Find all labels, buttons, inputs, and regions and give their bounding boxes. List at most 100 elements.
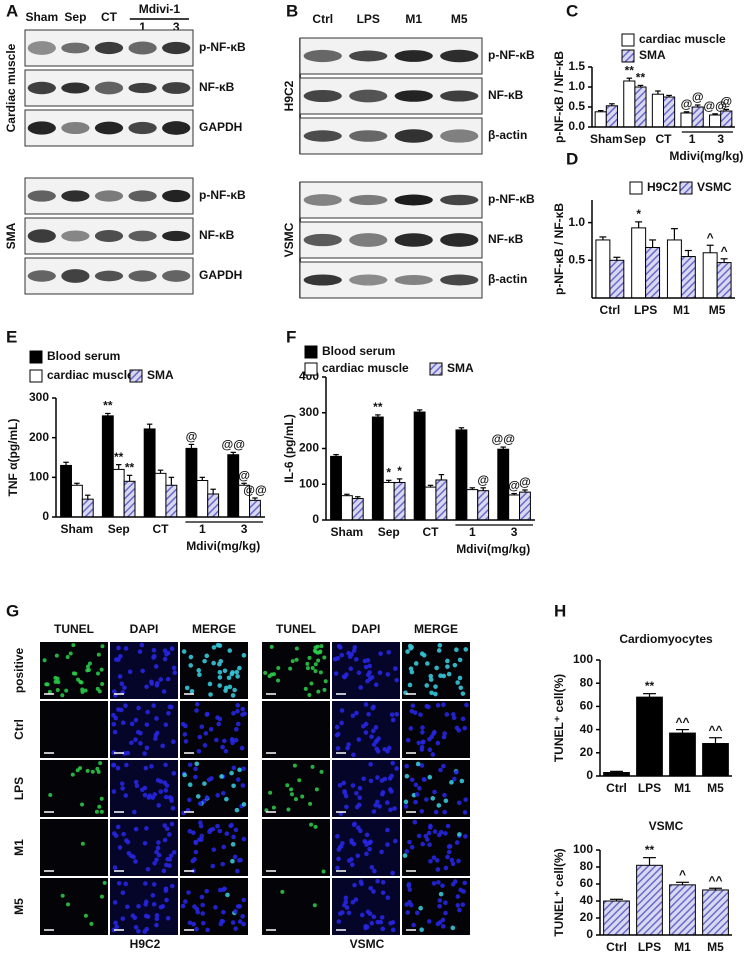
error-bar	[74, 482, 80, 486]
nucleus	[167, 832, 172, 837]
error-bar	[522, 489, 528, 493]
bar	[716, 262, 732, 299]
nucleus	[445, 664, 450, 669]
nucleus	[99, 894, 104, 899]
nucleus	[456, 800, 462, 806]
error-bar	[635, 221, 643, 228]
bar	[669, 732, 696, 777]
nucleus	[68, 651, 73, 656]
micrograph	[332, 701, 400, 758]
nucleus	[229, 770, 234, 776]
nucleus	[85, 768, 90, 773]
error-bar	[613, 256, 621, 261]
nucleus	[427, 747, 433, 753]
blot-band	[303, 49, 342, 63]
nucleus	[112, 900, 118, 905]
micrograph	[40, 642, 108, 699]
nucleus	[205, 927, 210, 933]
nucleus	[460, 716, 466, 722]
blot-band	[94, 190, 124, 202]
nucleus	[230, 858, 235, 864]
lane-label: LPS	[357, 12, 380, 26]
nucleus	[213, 905, 218, 910]
y-tick-label: 20	[580, 745, 594, 759]
nucleus	[435, 867, 441, 872]
micrograph	[262, 760, 330, 817]
nucleus	[111, 762, 117, 768]
nucleus	[210, 863, 216, 869]
nucleus	[220, 919, 226, 924]
nucleus	[206, 777, 212, 782]
bar	[112, 468, 125, 518]
nucleus	[387, 776, 393, 781]
significance-marker: @	[186, 430, 198, 444]
legend-swatch	[621, 33, 635, 47]
panel-label: B	[286, 1, 298, 20]
band-label: NF-κB	[488, 232, 524, 246]
y-tick-label: 100	[29, 470, 49, 484]
panel-label: E	[6, 327, 17, 346]
nucleus	[385, 842, 390, 847]
significance-marker: @	[508, 479, 520, 493]
nucleus	[241, 921, 246, 927]
significance-marker: ^	[721, 244, 728, 258]
nucleus	[337, 782, 343, 788]
nucleus	[418, 712, 423, 717]
error-bar	[469, 487, 476, 490]
nucleus	[142, 751, 147, 756]
nucleus	[456, 858, 461, 864]
x-tick-label: 1	[689, 132, 696, 146]
error-bar	[230, 451, 236, 455]
nucleus	[350, 783, 356, 788]
nucleus	[163, 788, 169, 793]
nucleus	[227, 684, 233, 690]
nucleus	[133, 779, 139, 785]
nucleus	[313, 669, 318, 674]
nucleus	[70, 772, 75, 777]
nucleus	[312, 648, 317, 653]
nucleus	[405, 737, 411, 743]
nucleus	[432, 829, 438, 834]
nucleus	[202, 743, 208, 748]
micrograph	[262, 642, 330, 699]
nucleus	[194, 926, 199, 932]
nucleus	[196, 748, 202, 754]
nucleus	[197, 837, 202, 842]
nucleus	[230, 740, 235, 746]
nucleus	[65, 654, 70, 659]
nucleus	[226, 675, 232, 681]
nucleus	[235, 674, 240, 679]
error-bar	[670, 228, 678, 240]
nucleus	[459, 778, 465, 784]
band-label: NF-κB	[488, 88, 524, 102]
nucleus	[154, 913, 160, 918]
nucleus	[95, 671, 100, 676]
x-tick-label: Ctrl	[600, 303, 621, 317]
nucleus	[363, 702, 369, 707]
nucleus	[171, 771, 177, 776]
bar	[645, 246, 661, 299]
micrograph-bg	[40, 701, 108, 758]
y-axis-label: TUNEL⁺ cell(%)	[552, 848, 566, 936]
micrograph	[402, 760, 470, 817]
nucleus	[160, 743, 165, 749]
nucleus	[373, 802, 379, 808]
nucleus	[151, 902, 157, 907]
nucleus	[237, 904, 243, 909]
micrograph	[402, 819, 470, 876]
nucleus	[424, 797, 429, 802]
legend-swatch	[29, 350, 43, 364]
nucleus	[215, 793, 220, 798]
nucleus	[232, 854, 238, 860]
condition-label: positive	[12, 648, 26, 694]
nucleus	[427, 774, 433, 780]
bar	[477, 490, 490, 521]
nucleus	[409, 644, 414, 650]
error-bar	[375, 414, 381, 418]
micrograph	[402, 878, 470, 935]
nucleus	[379, 849, 384, 855]
legend-swatch	[304, 345, 318, 359]
nucleus	[149, 764, 154, 769]
nucleus	[133, 826, 139, 832]
